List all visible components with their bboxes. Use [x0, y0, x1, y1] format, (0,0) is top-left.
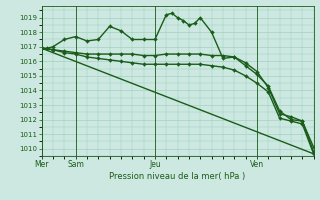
X-axis label: Pression niveau de la mer( hPa ): Pression niveau de la mer( hPa ) — [109, 172, 246, 181]
